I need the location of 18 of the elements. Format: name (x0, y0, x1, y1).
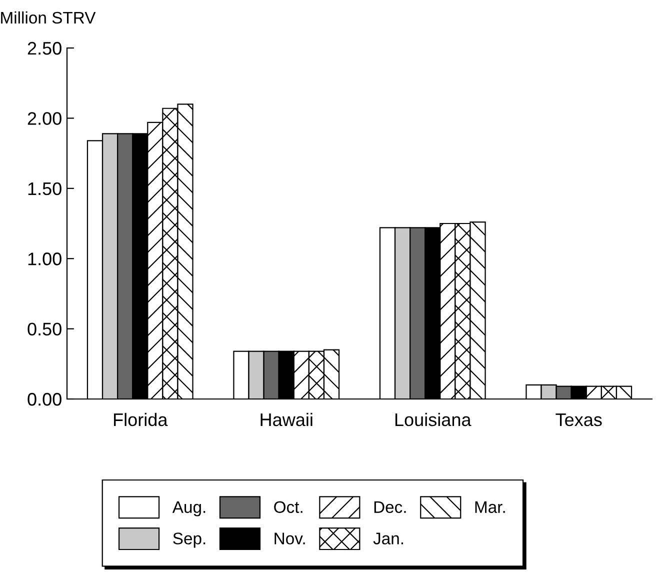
legend-label: Sep. (173, 532, 206, 548)
legend-label: Mar. (475, 501, 505, 513)
x-tick-label: Texas (556, 414, 602, 426)
x-tick-label: Louisiana (395, 412, 472, 426)
x-tick-label: Hawaii (260, 412, 312, 426)
y-axis-title: Million STRV (1, 11, 96, 24)
legend-label: Nov. (274, 532, 305, 544)
legend-label: Jan. (373, 532, 403, 544)
legend-label: Aug. (172, 501, 206, 516)
y-tick-label: 0.50 (28, 322, 62, 336)
y-tick-label: 2.00 (28, 112, 62, 125)
y-tick-label: 1.00 (28, 252, 62, 266)
y-tick-label: 2.50 (28, 42, 62, 55)
y-tick-label: 0.00 (28, 392, 62, 406)
x-tick-label: Florida (114, 412, 168, 426)
legend-label: Oct. (274, 501, 302, 513)
legend-label: Dec. (374, 501, 406, 513)
y-tick-label: 1.50 (28, 182, 62, 196)
